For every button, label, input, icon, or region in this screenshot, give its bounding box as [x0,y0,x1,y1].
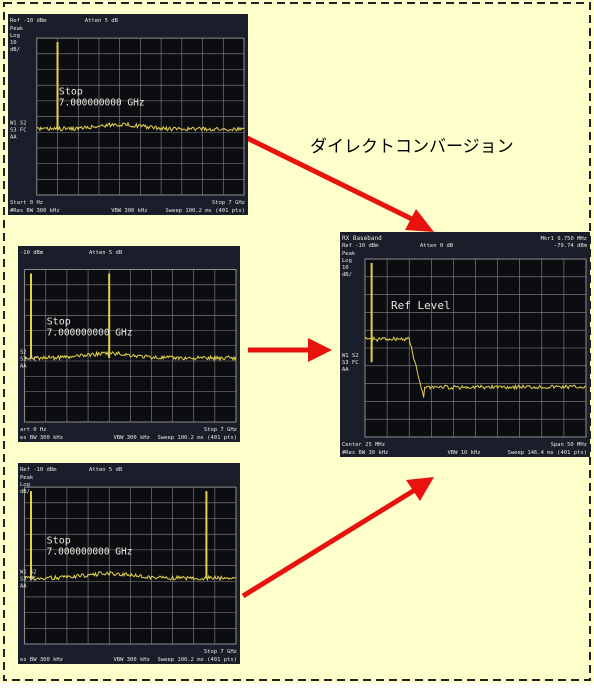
footer-right: Stop 7 GHz [204,427,237,433]
side-label: S3 FC [20,576,37,582]
side-label: Log [10,33,20,39]
header-mid: Atten 0 dB [420,243,454,249]
footer-left: art 0 Hz [20,427,47,433]
header-left: Ref -10 dBm [10,18,47,24]
side-label: S3 FC [342,360,359,366]
side-label: Log [20,482,30,488]
res-bw: #Res BW 300 kHz [10,208,60,214]
header-left: Ref -10 dBm [342,243,379,249]
marker-title: Stop [47,536,71,547]
footer-left: Start 0 Hz [10,200,43,206]
footer-right: Stop 7 GHz [204,649,237,655]
marker-title: Stop [47,316,71,327]
vbw: VBW 300 kHz [113,435,149,441]
side-label: Peak [20,475,34,481]
side-label: 10 [342,265,349,271]
header-left: -10 dBm [20,250,44,256]
res-bw: es BW 300 kHz [20,657,63,663]
side-label: dB/ [20,489,30,495]
marker-value: 7.000000000 GHz [47,547,133,558]
header-mid: Atten 5 dB [85,18,119,24]
sweep: Sweep 100.2 ms (401 pts) [158,435,237,441]
sweep: Sweep 146.4 ms (401 pts) [508,450,587,456]
marker-readout: Mkr1 9.750 MHz [541,236,587,242]
conversion-label: ダイレクトコンバージョン [310,137,514,157]
side-label: W1 S2 [20,569,37,575]
screen-title: RX Baseband [342,235,382,242]
header-mid: Atten 5 dB [89,467,123,473]
side-label: W1 S2 [342,353,359,359]
side-label: S3 FC [10,127,27,133]
vbw: VBW 300 kHz [113,657,149,663]
header-mid: Atten 5 dB [89,250,123,256]
side-label: dB/ [342,272,352,278]
marker-title: Ref Level [391,299,451,312]
footer-right: Span 50 MHz [551,442,587,448]
res-bw: es BW 300 kHz [20,435,63,441]
marker-readout: -79.74 dBm [554,243,588,249]
res-bw: #Res BW 30 kHz [342,450,388,456]
sweep: Sweep 100.2 ms (401 pts) [158,657,237,663]
side-label: Peak [342,251,356,257]
side-label: Peak [10,26,24,32]
side-label: AA [342,367,349,373]
side-label: W1 S2 [10,120,27,126]
vbw: VBW 300 kHz [111,208,147,214]
footer-left: Center 25 MHz [342,442,385,448]
footer-right: Stop 7 GHz [212,200,245,206]
side-label: AA [20,363,27,369]
vbw: VBW 10 kHz [448,450,481,456]
side-label: S2 [20,349,27,355]
side-label: S3 FC [20,356,37,362]
side-label: 10 [10,40,17,46]
marker-value: 7.000000000 GHz [59,98,145,109]
side-label: AA [10,134,17,140]
side-label: dB/ [10,47,20,53]
marker-title: Stop [59,87,83,98]
marker-value: 7.000000000 GHz [47,327,133,338]
header-left: Ref -10 dBm [20,467,57,473]
sweep: Sweep 100.2 ms (401 pts) [166,208,245,214]
side-label: Log [342,258,352,264]
diagram: ダイレクトコンバージョン Ref -10 dBmAtten 5 dBPeakLo… [0,0,594,683]
side-label: AA [20,583,27,589]
